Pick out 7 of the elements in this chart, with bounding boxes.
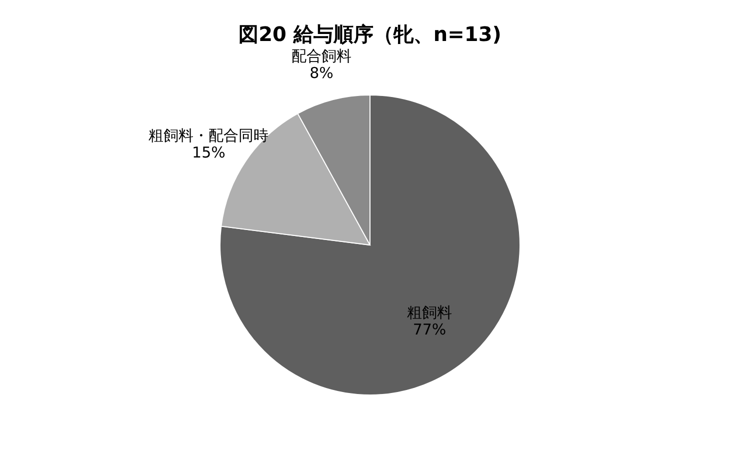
data-label: 8%: [310, 64, 334, 82]
slice-label: 粗飼料・配合同時: [148, 126, 269, 144]
chart-title: 図20 給与順序（牝、n=13): [238, 22, 502, 46]
data-label: 77%: [412, 320, 446, 339]
data-label: 15%: [192, 143, 226, 162]
slice-label: 粗飼料: [407, 304, 452, 322]
slice-label: 配合飼料: [292, 47, 352, 66]
